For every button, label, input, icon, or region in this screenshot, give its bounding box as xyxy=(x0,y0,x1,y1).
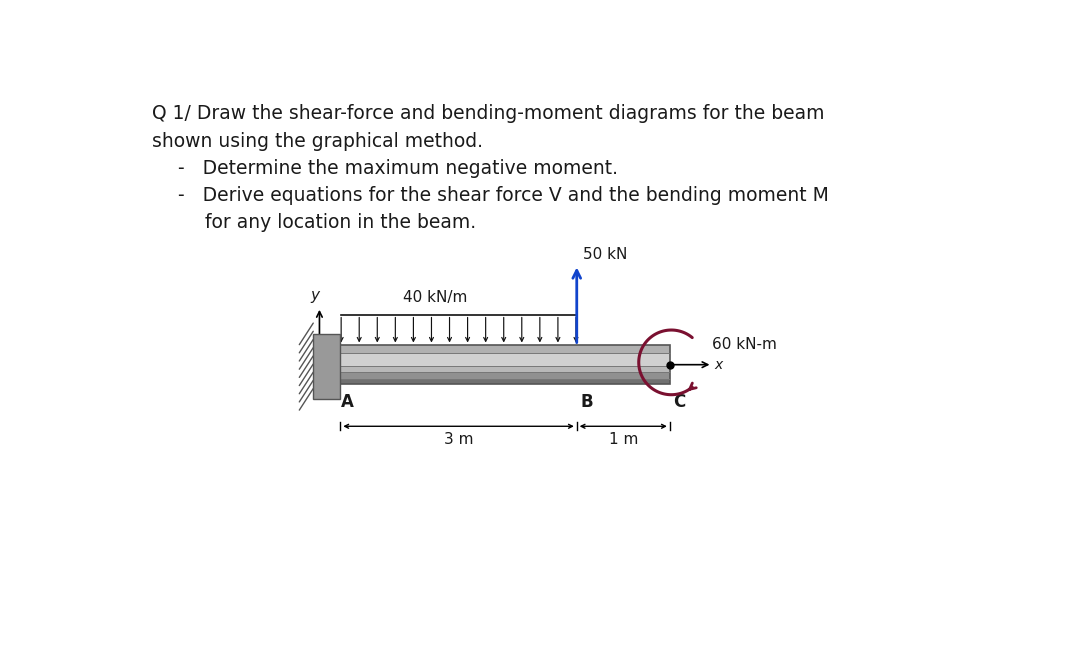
Bar xyxy=(340,349,670,379)
Text: 3 m: 3 m xyxy=(444,432,473,447)
Text: Q 1/ Draw the shear-force and bending-moment diagrams for the beam: Q 1/ Draw the shear-force and bending-mo… xyxy=(152,104,824,123)
Text: -   Determine the maximum negative moment.: - Determine the maximum negative moment. xyxy=(177,159,618,178)
Text: 50 kN: 50 kN xyxy=(583,246,627,261)
Text: 1 m: 1 m xyxy=(608,432,638,447)
Text: 40 kN/m: 40 kN/m xyxy=(403,290,468,305)
Bar xyxy=(340,346,670,384)
Bar xyxy=(340,366,670,372)
Bar xyxy=(313,334,340,399)
Bar xyxy=(340,346,670,353)
Text: y: y xyxy=(310,288,320,303)
Text: C: C xyxy=(673,393,685,411)
Text: A: A xyxy=(341,393,354,411)
Text: 60 kN-m: 60 kN-m xyxy=(712,337,777,352)
Text: for any location in the beam.: for any location in the beam. xyxy=(205,213,476,232)
Bar xyxy=(340,379,670,384)
Text: x: x xyxy=(715,358,723,372)
Text: shown using the graphical method.: shown using the graphical method. xyxy=(152,132,483,151)
Bar xyxy=(340,372,670,379)
Text: B: B xyxy=(581,393,593,411)
Text: -   Derive equations for the shear force V and the bending moment M: - Derive equations for the shear force V… xyxy=(177,186,828,205)
